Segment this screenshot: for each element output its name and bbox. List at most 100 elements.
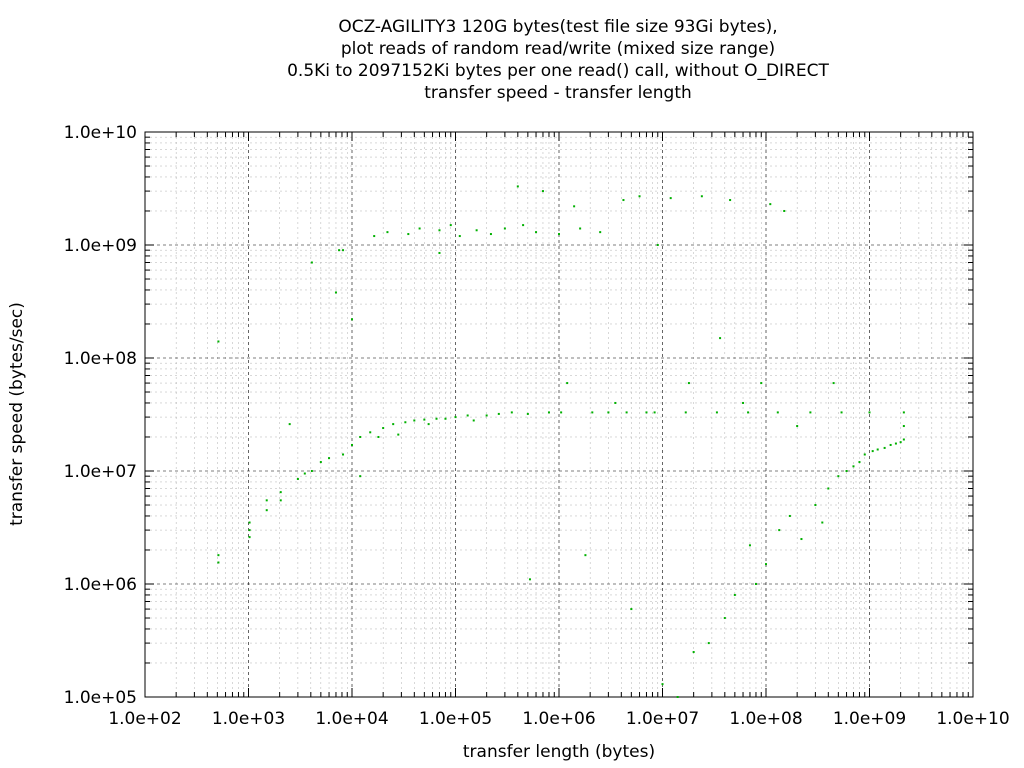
data-point bbox=[800, 538, 803, 541]
x-tick-label: 1.0e+07 bbox=[626, 709, 699, 729]
x-tick-label: 1.0e+06 bbox=[522, 709, 595, 729]
data-point bbox=[541, 190, 544, 193]
data-point bbox=[279, 491, 282, 494]
x-tick-label: 1.0e+03 bbox=[212, 709, 285, 729]
data-point bbox=[700, 195, 703, 198]
data-point bbox=[638, 195, 641, 198]
data-point bbox=[707, 642, 710, 645]
data-point bbox=[783, 209, 786, 212]
data-point bbox=[288, 423, 291, 426]
data-point bbox=[832, 382, 835, 385]
chart-title-line: 0.5Ki to 2097152Ki bytes per one read() … bbox=[287, 61, 829, 81]
data-point bbox=[614, 401, 617, 404]
data-point bbox=[883, 446, 886, 449]
x-tick-label: 1.0e+02 bbox=[108, 709, 181, 729]
data-point bbox=[809, 411, 812, 414]
data-point bbox=[889, 443, 892, 446]
data-point bbox=[351, 318, 353, 321]
data-point bbox=[489, 233, 492, 236]
data-point bbox=[769, 203, 772, 206]
data-point bbox=[837, 475, 840, 478]
data-point bbox=[248, 529, 251, 532]
data-points bbox=[217, 185, 905, 698]
data-point bbox=[868, 411, 871, 414]
data-point bbox=[438, 251, 441, 254]
data-point bbox=[894, 442, 897, 445]
chart-title-line: OCZ-AGILITY3 120G bytes(test file size 9… bbox=[338, 17, 778, 37]
x-tick-label: 1.0e+05 bbox=[419, 709, 492, 729]
y-axis-label: transfer speed (bytes/sec) bbox=[7, 302, 27, 526]
data-point bbox=[217, 554, 220, 557]
data-point bbox=[296, 477, 299, 480]
chart-title-line: plot reads of random read/write (mixed s… bbox=[340, 39, 776, 59]
data-point bbox=[369, 431, 372, 434]
x-axis-label: transfer length (bytes) bbox=[463, 742, 655, 762]
data-point bbox=[814, 504, 817, 507]
y-tick-label: 1.0e+06 bbox=[64, 575, 137, 595]
data-point bbox=[404, 421, 407, 424]
y-tick-label: 1.0e+08 bbox=[64, 349, 137, 369]
data-point bbox=[427, 423, 430, 426]
y-tick-label: 1.0e+09 bbox=[64, 236, 137, 256]
major-grid bbox=[145, 132, 973, 697]
data-point bbox=[265, 509, 268, 512]
data-point bbox=[622, 199, 625, 202]
data-point bbox=[248, 521, 251, 524]
x-tick-label: 1.0e+09 bbox=[833, 709, 906, 729]
data-point bbox=[858, 461, 861, 464]
data-point bbox=[423, 418, 426, 421]
data-point bbox=[392, 423, 395, 426]
data-point bbox=[444, 417, 447, 420]
y-tick-label: 1.0e+10 bbox=[64, 123, 137, 143]
data-point bbox=[279, 499, 282, 502]
data-point bbox=[373, 235, 376, 238]
y-tick-label: 1.0e+07 bbox=[64, 462, 137, 482]
data-point bbox=[328, 457, 331, 460]
data-point bbox=[899, 441, 902, 444]
minor-grid bbox=[145, 132, 973, 697]
data-point bbox=[902, 438, 905, 441]
data-point bbox=[342, 249, 345, 252]
data-point bbox=[729, 199, 732, 202]
data-point bbox=[397, 433, 400, 436]
data-point bbox=[692, 651, 695, 654]
data-point bbox=[630, 608, 633, 611]
data-point bbox=[653, 411, 656, 414]
y-tick-labels: 1.0e+05 1.0e+06 1.0e+07 1.0e+08 1.0e+09 1.0e+… bbox=[64, 123, 137, 708]
data-point bbox=[669, 197, 672, 200]
data-point bbox=[827, 487, 830, 490]
data-point bbox=[351, 443, 353, 446]
data-point bbox=[516, 185, 519, 188]
data-point bbox=[558, 233, 560, 236]
data-point bbox=[485, 414, 488, 417]
data-point bbox=[840, 411, 843, 414]
data-point bbox=[687, 382, 690, 385]
data-point bbox=[338, 249, 341, 252]
data-point bbox=[377, 435, 380, 438]
data-point bbox=[876, 448, 879, 451]
data-point bbox=[526, 412, 529, 415]
data-point bbox=[382, 427, 385, 430]
data-point bbox=[319, 461, 322, 464]
data-point bbox=[466, 414, 469, 417]
data-point bbox=[310, 261, 313, 264]
data-point bbox=[528, 578, 531, 581]
data-point bbox=[676, 696, 679, 698]
data-point bbox=[584, 554, 587, 557]
data-point bbox=[435, 417, 438, 420]
data-point bbox=[845, 470, 848, 472]
chart-title: OCZ-AGILITY3 120G bytes(test file size 9… bbox=[0, 16, 1024, 104]
data-point bbox=[535, 231, 538, 234]
data-point bbox=[342, 453, 345, 456]
data-point bbox=[566, 382, 569, 385]
data-point bbox=[303, 472, 306, 475]
data-point bbox=[902, 425, 905, 428]
data-point bbox=[599, 231, 602, 234]
data-point bbox=[902, 411, 905, 414]
data-point bbox=[522, 224, 525, 227]
data-point bbox=[475, 229, 478, 232]
axis-ticks bbox=[144, 131, 974, 698]
x-tick-label: 1.0e+04 bbox=[315, 709, 388, 729]
data-point bbox=[359, 435, 362, 438]
data-point bbox=[788, 514, 791, 517]
